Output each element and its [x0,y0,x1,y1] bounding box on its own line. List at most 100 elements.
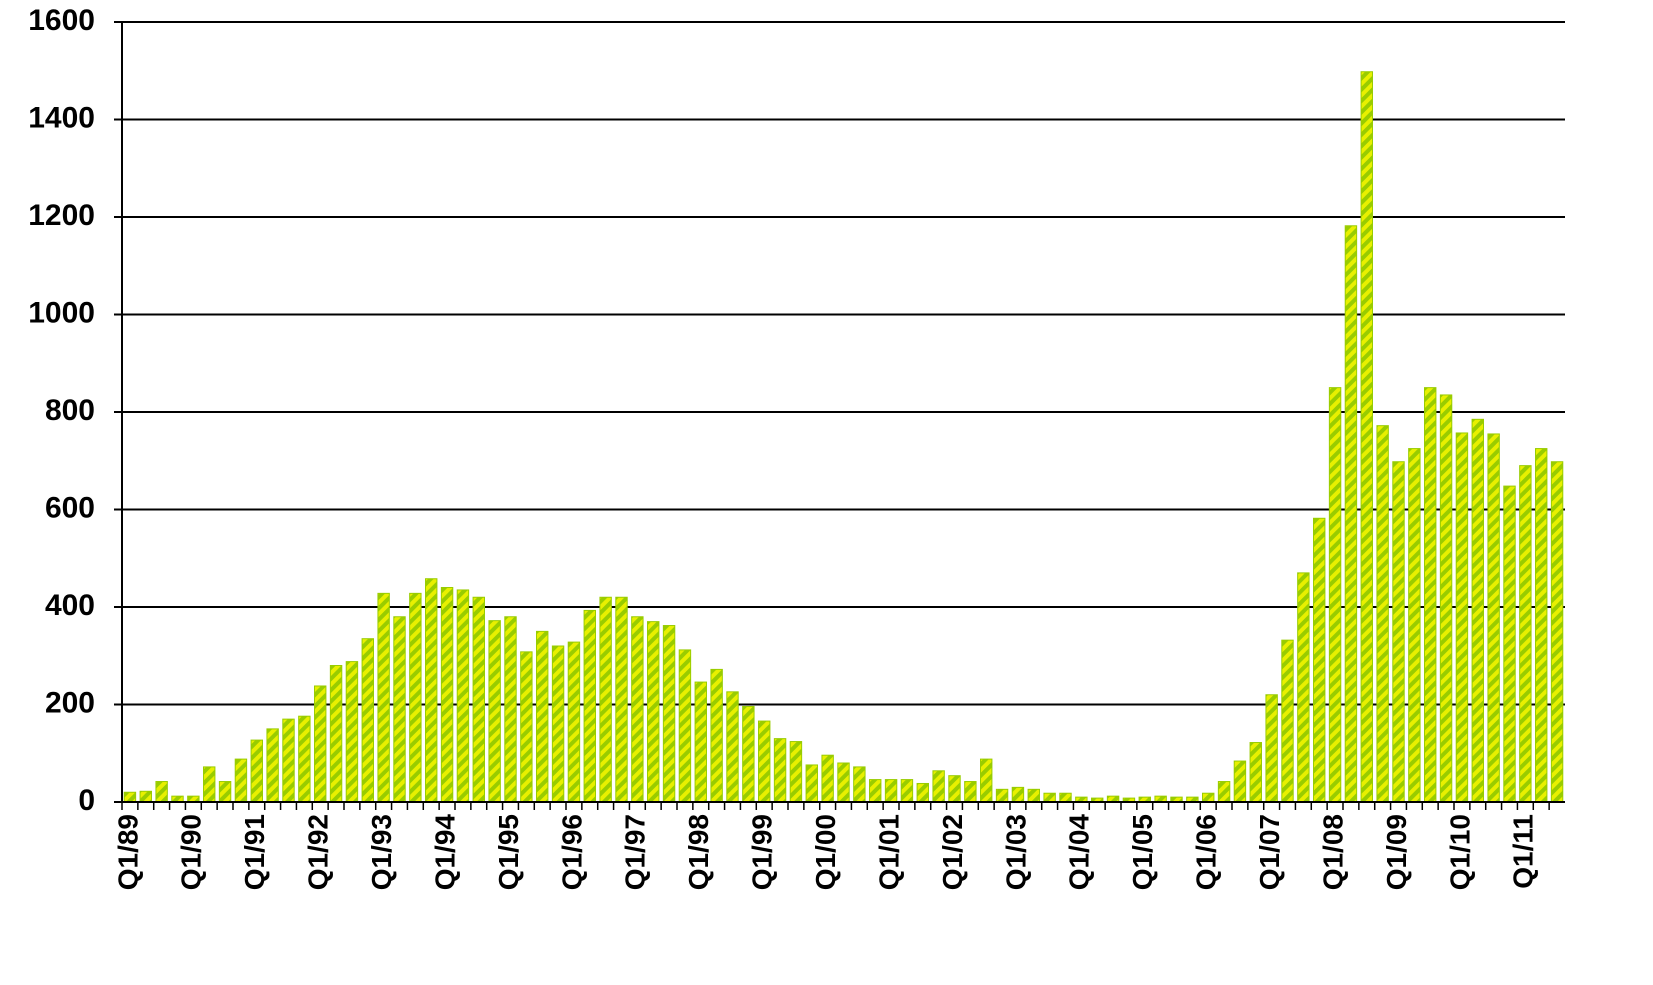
bar [789,741,803,803]
bar [662,625,676,803]
bar [980,758,993,803]
x-tick-label: Q1/00 [810,814,841,890]
bar [1535,448,1548,803]
bar [1376,425,1389,803]
bar [123,791,137,803]
x-tick-label: Q1/04 [1064,814,1095,891]
x-tick-label: Q1/06 [1191,814,1222,890]
x-tick-label: Q1/05 [1127,814,1158,890]
bar [583,609,596,803]
bar [1328,387,1342,803]
x-tick-label: Q1/96 [556,814,587,890]
x-tick-label: Q1/10 [1444,814,1475,890]
x-tick-label: Q1/99 [747,814,778,890]
bar [329,665,343,803]
x-tick-label: Q1/01 [873,814,904,890]
bar [1249,742,1262,803]
bar [266,728,279,803]
bar [995,788,1009,803]
bar [900,779,914,803]
y-tick-label: 200 [45,686,95,719]
bar [536,630,549,803]
x-tick-label: Q1/90 [176,814,207,890]
bar [916,782,929,803]
bar [647,621,660,803]
bar [742,705,755,803]
x-tick-label: Q1/91 [239,814,270,890]
bar [1011,786,1025,803]
bar [773,738,787,803]
x-tick-label: Q1/09 [1381,814,1412,890]
x-tick-label: Q1/07 [1254,814,1285,890]
y-tick-label: 1000 [28,296,95,329]
bar [139,790,152,803]
x-tick-label: Q1/08 [1317,814,1348,890]
bar [678,649,692,803]
bar [694,681,707,803]
bar [726,691,739,803]
bar [567,641,581,803]
y-tick-label: 1400 [28,101,95,134]
bar [1059,792,1072,803]
bar [853,766,866,803]
bar [1265,694,1278,803]
bar [1487,433,1500,803]
bar [551,645,565,803]
bar [1360,71,1373,803]
bar [377,592,390,803]
bar [520,651,533,803]
bar [1408,448,1421,803]
bar [1217,781,1231,803]
bar [1471,418,1484,803]
bar [425,578,438,803]
y-tick-label: 0 [78,784,95,817]
y-tick-label: 400 [45,589,95,622]
x-tick-label: Q1/94 [429,814,460,891]
bar [155,781,168,803]
bar [1439,394,1453,803]
bar [1043,792,1056,803]
bar [298,715,311,803]
bar [409,592,422,803]
x-tick-label: Q1/95 [493,814,524,890]
bar [821,754,834,803]
bar [869,779,882,803]
x-tick-label: Q1/93 [366,814,397,890]
bar [805,764,818,803]
x-tick-label: Q1/92 [303,814,334,890]
bar [361,638,374,803]
bar [472,596,485,803]
bar [250,739,263,803]
y-tick-label: 800 [45,394,95,427]
bar [884,779,898,803]
bar [1503,485,1516,803]
bar [504,616,517,803]
x-tick-label: Q1/02 [937,814,968,890]
y-tick-label: 1600 [28,4,95,37]
bar [1519,465,1532,803]
bar [615,596,628,803]
bar [488,620,501,803]
bar [234,758,248,803]
bar [314,685,327,803]
bar [345,661,359,803]
y-tick-label: 600 [45,491,95,524]
bar [1233,760,1247,803]
bar [631,616,644,803]
bar [1202,792,1215,803]
bar [710,668,723,803]
x-tick-label: Q1/11 [1508,814,1539,889]
bar [218,781,232,803]
x-tick-label: Q1/89 [112,814,143,890]
bar [1297,572,1310,803]
bar [1392,461,1405,803]
bar [1281,639,1294,803]
bar [282,718,295,803]
y-tick-label: 1200 [28,199,95,232]
x-tick-label: Q1/03 [1000,814,1031,890]
x-tick-label: Q1/97 [620,814,651,890]
bar [456,589,470,803]
bar [948,775,961,803]
bar [964,781,977,803]
